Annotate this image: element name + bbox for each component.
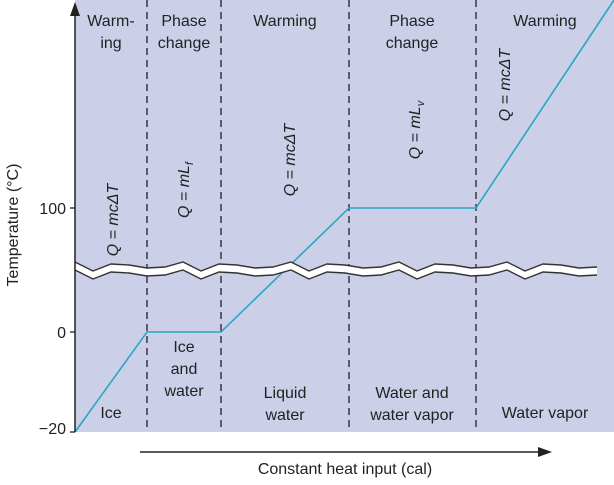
equation-text: Q = mcΔT [282,123,299,197]
axis-break [74,261,598,280]
state-label: Liquid [264,385,307,402]
equation: Q = mLf [176,161,196,218]
x-axis-label: Constant heat input (cal) [258,461,432,478]
phase-title: Warm- [87,13,134,30]
state-label: Ice [100,405,121,422]
phase-title: change [158,35,211,52]
phase-title: Phase [389,13,434,30]
y-ticks [70,207,75,433]
plot-area [75,0,614,432]
equation-subscript: v [415,99,427,106]
phase-title: ing [100,35,121,52]
phase-title: Warming [253,13,316,30]
phase-title: Warming [513,13,576,30]
state-label: water [163,383,204,400]
equation-text: Q = mL [176,165,193,218]
equation: Q = mLv [407,99,427,159]
state-label: water vapor [369,407,454,424]
equation: Q = mcΔT [497,48,514,122]
equation: Q = mcΔT [105,183,122,257]
state-label: and [171,361,198,378]
equation-text: Q = mcΔT [497,48,514,122]
y-tick-label: −20 [39,421,66,438]
state-label: water [264,407,305,424]
y-axis-arrow [70,2,80,16]
y-tick-label: 0 [57,325,66,342]
y-tick-label: 100 [39,201,66,218]
state-label: Ice [173,339,194,356]
equation-subscript: f [184,161,196,165]
state-label: Water and [375,385,448,402]
state-label: Water vapor [502,405,589,422]
phase-title: change [386,35,439,52]
equation-text: Q = mL [407,106,424,159]
x-axis-arrow [538,447,552,457]
phase-title: Phase [161,13,206,30]
phase-dividers [146,0,477,432]
equation: Q = mcΔT [282,123,299,197]
y-axis-label: Temperature (°C) [5,164,22,287]
equation-text: Q = mcΔT [105,183,122,257]
